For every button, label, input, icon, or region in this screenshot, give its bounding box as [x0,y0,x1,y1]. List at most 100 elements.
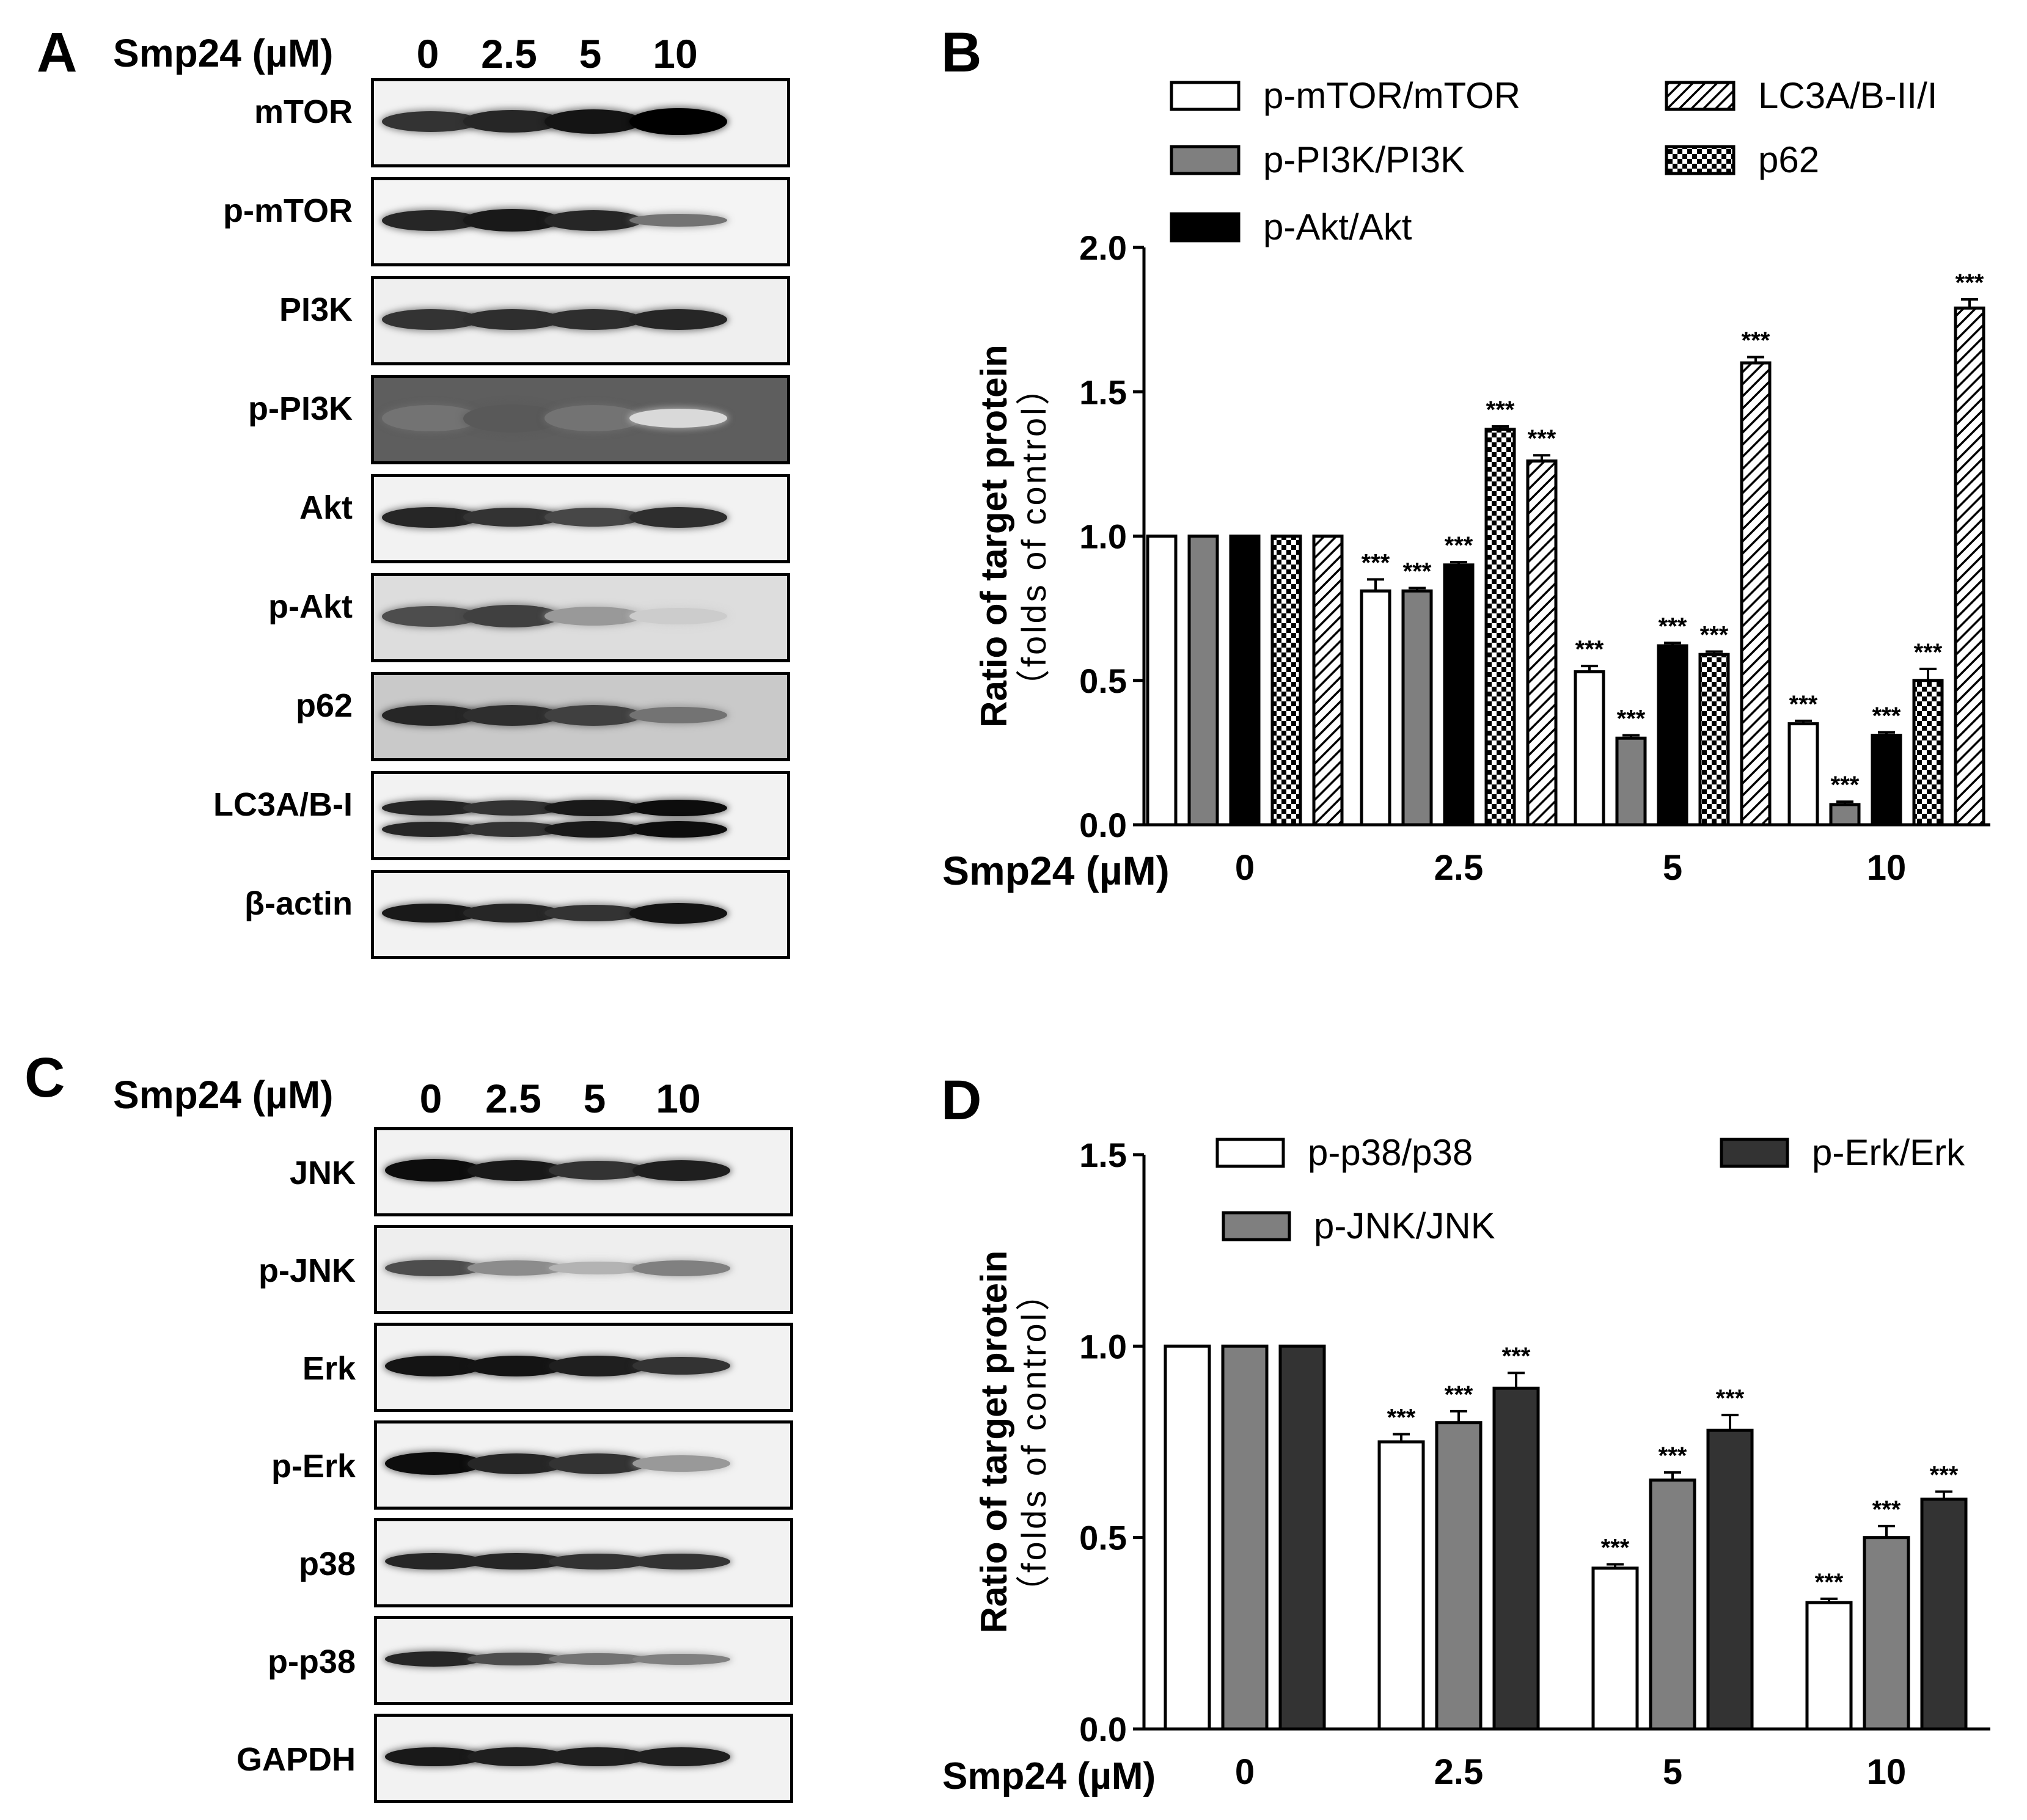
blot-strip [371,870,790,959]
blot-label: Akt [299,489,353,526]
legend-label: p-JNK/JNK [1314,1205,1495,1246]
significance-mark: *** [1930,1461,1959,1488]
y-tick-label: 0.0 [1079,806,1127,844]
panel-a-dose-header: Smp24 (µM) [113,31,334,75]
blot-band [544,508,642,527]
x-tick-label: 2.5 [1434,1752,1484,1792]
blot-label: p-JNK [258,1252,356,1289]
x-tick-label: 5 [1663,1752,1682,1792]
significance-mark: *** [1486,397,1515,423]
bar [1591,1566,1639,1731]
blot-strip [374,1127,793,1216]
panel-b-letter: B [941,21,982,84]
blot-band [632,1653,730,1665]
blot-strip [371,375,790,464]
bar [1871,734,1902,827]
blot-band [629,607,727,625]
y-axis-label-sub: （folds of control） [1014,368,1053,703]
blot-band [549,1261,647,1275]
blot-label: JNK [289,1155,356,1191]
x-axis-label: Smp24 (µM) [942,1755,1156,1797]
significance-mark: *** [1872,703,1901,729]
significance-mark: *** [1914,639,1943,666]
bar [1787,722,1819,827]
blot-band [544,820,642,838]
blot-strip [371,276,790,365]
legend-label: p-Erk/Erk [1812,1132,1965,1173]
bar [1920,1497,1968,1731]
panel-c-letter: C [24,1047,65,1109]
legend-swatch [1665,145,1736,175]
blot-strip [371,672,790,761]
blot-label: p62 [295,687,353,724]
bar [1912,679,1944,827]
blot-band [549,1161,647,1180]
significance-mark: *** [1502,1343,1531,1370]
y-tick-label: 1.5 [1079,373,1127,411]
legend-swatch [1170,145,1241,175]
bar [1492,1386,1540,1731]
significance-mark: *** [1362,549,1390,576]
bar [1574,670,1605,827]
blot-band [385,1355,483,1376]
blot-band [544,799,642,817]
significance-mark: *** [1815,1569,1844,1596]
blot-label: PI3K [279,291,353,328]
legend-swatch [1170,212,1241,243]
bar [1221,1344,1269,1731]
blot-label: p-Akt [268,588,353,625]
blot-band [629,213,727,227]
panel-c-dose-header: Smp24 (µM) [113,1073,334,1117]
significance-mark: *** [1387,1404,1416,1431]
bar [1278,1344,1326,1731]
significance-mark: *** [1700,622,1729,649]
significance-mark: *** [1872,1496,1901,1523]
blot-band [629,309,727,330]
blot-band [629,108,727,135]
y-axis-label-sub: （folds of control） [1014,1274,1053,1609]
blot-band [549,1553,647,1570]
panel-b-bar-chart: 0.0 0.5 1.0 1.5 2.0 Ratio of target protein （f… [942,75,1990,893]
panel-d-bar-chart: 0.0 0.5 1.0 1.5 Ratio of target protein （fold… [942,1132,1990,1797]
blot-band [544,109,642,134]
bar [1146,535,1178,827]
y-tick-label: 1.5 [1079,1136,1127,1174]
x-tick-label: 0 [1235,1752,1255,1792]
blot-band [629,706,727,724]
legend-swatch [1170,81,1241,111]
blot-band [544,405,642,432]
legend-swatch [1215,1138,1285,1168]
blot-band [385,1452,483,1475]
blot-band [549,1355,647,1376]
bar [1863,1536,1910,1731]
bar [1649,1478,1696,1731]
bar [1360,589,1391,827]
blot-band [544,309,642,330]
blot-band [385,1159,483,1182]
y-axis-label: Ratio of target protein [973,1251,1014,1634]
blot-label: Erk [302,1350,356,1387]
significance-mark: *** [1659,1442,1687,1469]
legend-swatch [1720,1138,1789,1168]
dose-label-5: 5 [579,31,602,76]
blot-band [467,1652,565,1666]
blot-band [629,820,727,838]
blot-label: p-PI3K [247,390,353,427]
dose-label-2.5: 2.5 [485,1076,541,1121]
significance-mark: *** [1716,1385,1745,1412]
blot-label: p38 [298,1546,356,1582]
x-axis-label: Smp24 (µM) [942,848,1170,893]
y-tick-label: 1.0 [1079,1327,1127,1365]
bar [1706,1428,1754,1731]
blot-label: p-p38 [267,1643,356,1680]
blot-strip [374,1714,793,1803]
bar [1377,1440,1425,1731]
blot-band [629,902,727,924]
blot-strip [371,474,790,563]
dose-label-0: 0 [416,31,439,76]
blot-label: p-Erk [271,1448,356,1485]
blot-strip [374,1420,793,1510]
legend-swatch [1665,81,1736,111]
panel-a-letter: A [37,21,78,84]
dose-label-2.5: 2.5 [481,31,537,76]
